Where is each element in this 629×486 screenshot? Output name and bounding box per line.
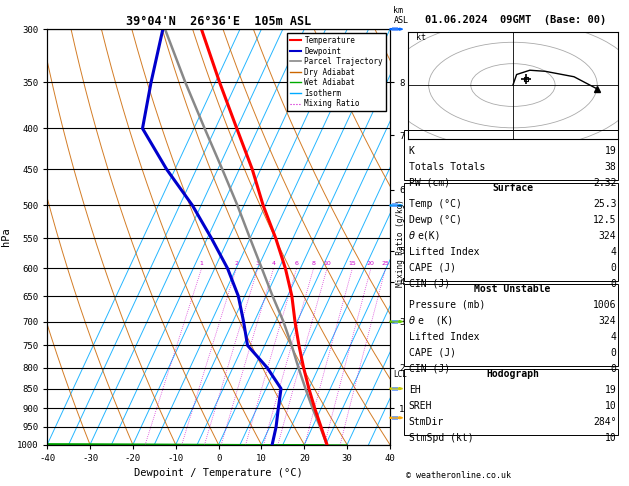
Text: 324: 324 xyxy=(599,231,616,241)
Text: Lifted Index: Lifted Index xyxy=(409,247,479,257)
Text: 3: 3 xyxy=(256,261,260,266)
Y-axis label: hPa: hPa xyxy=(1,227,11,246)
Text: 4: 4 xyxy=(272,261,276,266)
Text: Dewp (°C): Dewp (°C) xyxy=(409,215,462,225)
Text: ≡: ≡ xyxy=(391,316,399,327)
Text: 19: 19 xyxy=(604,146,616,156)
Text: 10: 10 xyxy=(604,401,616,411)
Text: Surface: Surface xyxy=(492,183,533,192)
Text: 10: 10 xyxy=(604,433,616,443)
Text: Hodograph: Hodograph xyxy=(486,369,539,379)
Text: StmDir: StmDir xyxy=(409,417,444,427)
Text: 4: 4 xyxy=(611,247,616,257)
Text: 0: 0 xyxy=(611,263,616,273)
Text: 0: 0 xyxy=(611,348,616,358)
Text: 2: 2 xyxy=(235,261,238,266)
Text: CIN (J): CIN (J) xyxy=(409,364,450,374)
Text: kt: kt xyxy=(416,33,426,42)
Text: 25: 25 xyxy=(382,261,389,266)
Text: θ: θ xyxy=(409,316,415,326)
Text: 0: 0 xyxy=(611,279,616,289)
Text: 12.5: 12.5 xyxy=(593,215,616,225)
Text: 0: 0 xyxy=(611,364,616,374)
Text: 324: 324 xyxy=(599,316,616,326)
Text: 1: 1 xyxy=(199,261,204,266)
Text: Lifted Index: Lifted Index xyxy=(409,332,479,342)
Text: e  (K): e (K) xyxy=(418,316,453,326)
Legend: Temperature, Dewpoint, Parcel Trajectory, Dry Adiabat, Wet Adiabat, Isotherm, Mi: Temperature, Dewpoint, Parcel Trajectory… xyxy=(287,33,386,111)
Text: 8: 8 xyxy=(311,261,316,266)
Text: 10: 10 xyxy=(323,261,331,266)
Text: 6: 6 xyxy=(294,261,299,266)
Text: θ: θ xyxy=(409,231,415,241)
Text: Most Unstable: Most Unstable xyxy=(474,284,551,294)
Text: 19: 19 xyxy=(604,385,616,395)
Text: LCL: LCL xyxy=(393,369,408,379)
Text: © weatheronline.co.uk: © weatheronline.co.uk xyxy=(406,470,511,480)
Text: 2.32: 2.32 xyxy=(593,178,616,188)
Text: CAPE (J): CAPE (J) xyxy=(409,263,456,273)
Text: CIN (J): CIN (J) xyxy=(409,279,450,289)
Text: K: K xyxy=(409,146,415,156)
Text: e(K): e(K) xyxy=(418,231,441,241)
Text: CAPE (J): CAPE (J) xyxy=(409,348,456,358)
Text: ≡: ≡ xyxy=(391,383,399,394)
Text: ≡: ≡ xyxy=(391,24,399,34)
Text: 15: 15 xyxy=(348,261,356,266)
Text: 284°: 284° xyxy=(593,417,616,427)
Text: ≡: ≡ xyxy=(391,413,399,423)
Text: 1006: 1006 xyxy=(593,300,616,310)
Text: StmSpd (kt): StmSpd (kt) xyxy=(409,433,474,443)
Text: ≡: ≡ xyxy=(391,200,399,210)
Text: Mixing Ratio (g/kg): Mixing Ratio (g/kg) xyxy=(396,199,404,287)
Text: Temp (°C): Temp (°C) xyxy=(409,199,462,208)
Text: SREH: SREH xyxy=(409,401,432,411)
Text: 4: 4 xyxy=(611,332,616,342)
Text: EH: EH xyxy=(409,385,421,395)
Text: 01.06.2024  09GMT  (Base: 00): 01.06.2024 09GMT (Base: 00) xyxy=(425,15,606,25)
Text: km
ASL: km ASL xyxy=(393,6,408,25)
Text: 25.3: 25.3 xyxy=(593,199,616,208)
X-axis label: Dewpoint / Temperature (°C): Dewpoint / Temperature (°C) xyxy=(134,469,303,478)
Text: PW (cm): PW (cm) xyxy=(409,178,450,188)
Text: 38: 38 xyxy=(604,162,616,172)
Text: Pressure (mb): Pressure (mb) xyxy=(409,300,485,310)
Text: Totals Totals: Totals Totals xyxy=(409,162,485,172)
Text: 20: 20 xyxy=(367,261,375,266)
Text: 39°04'N  26°36'E  105m ASL: 39°04'N 26°36'E 105m ASL xyxy=(126,15,311,28)
